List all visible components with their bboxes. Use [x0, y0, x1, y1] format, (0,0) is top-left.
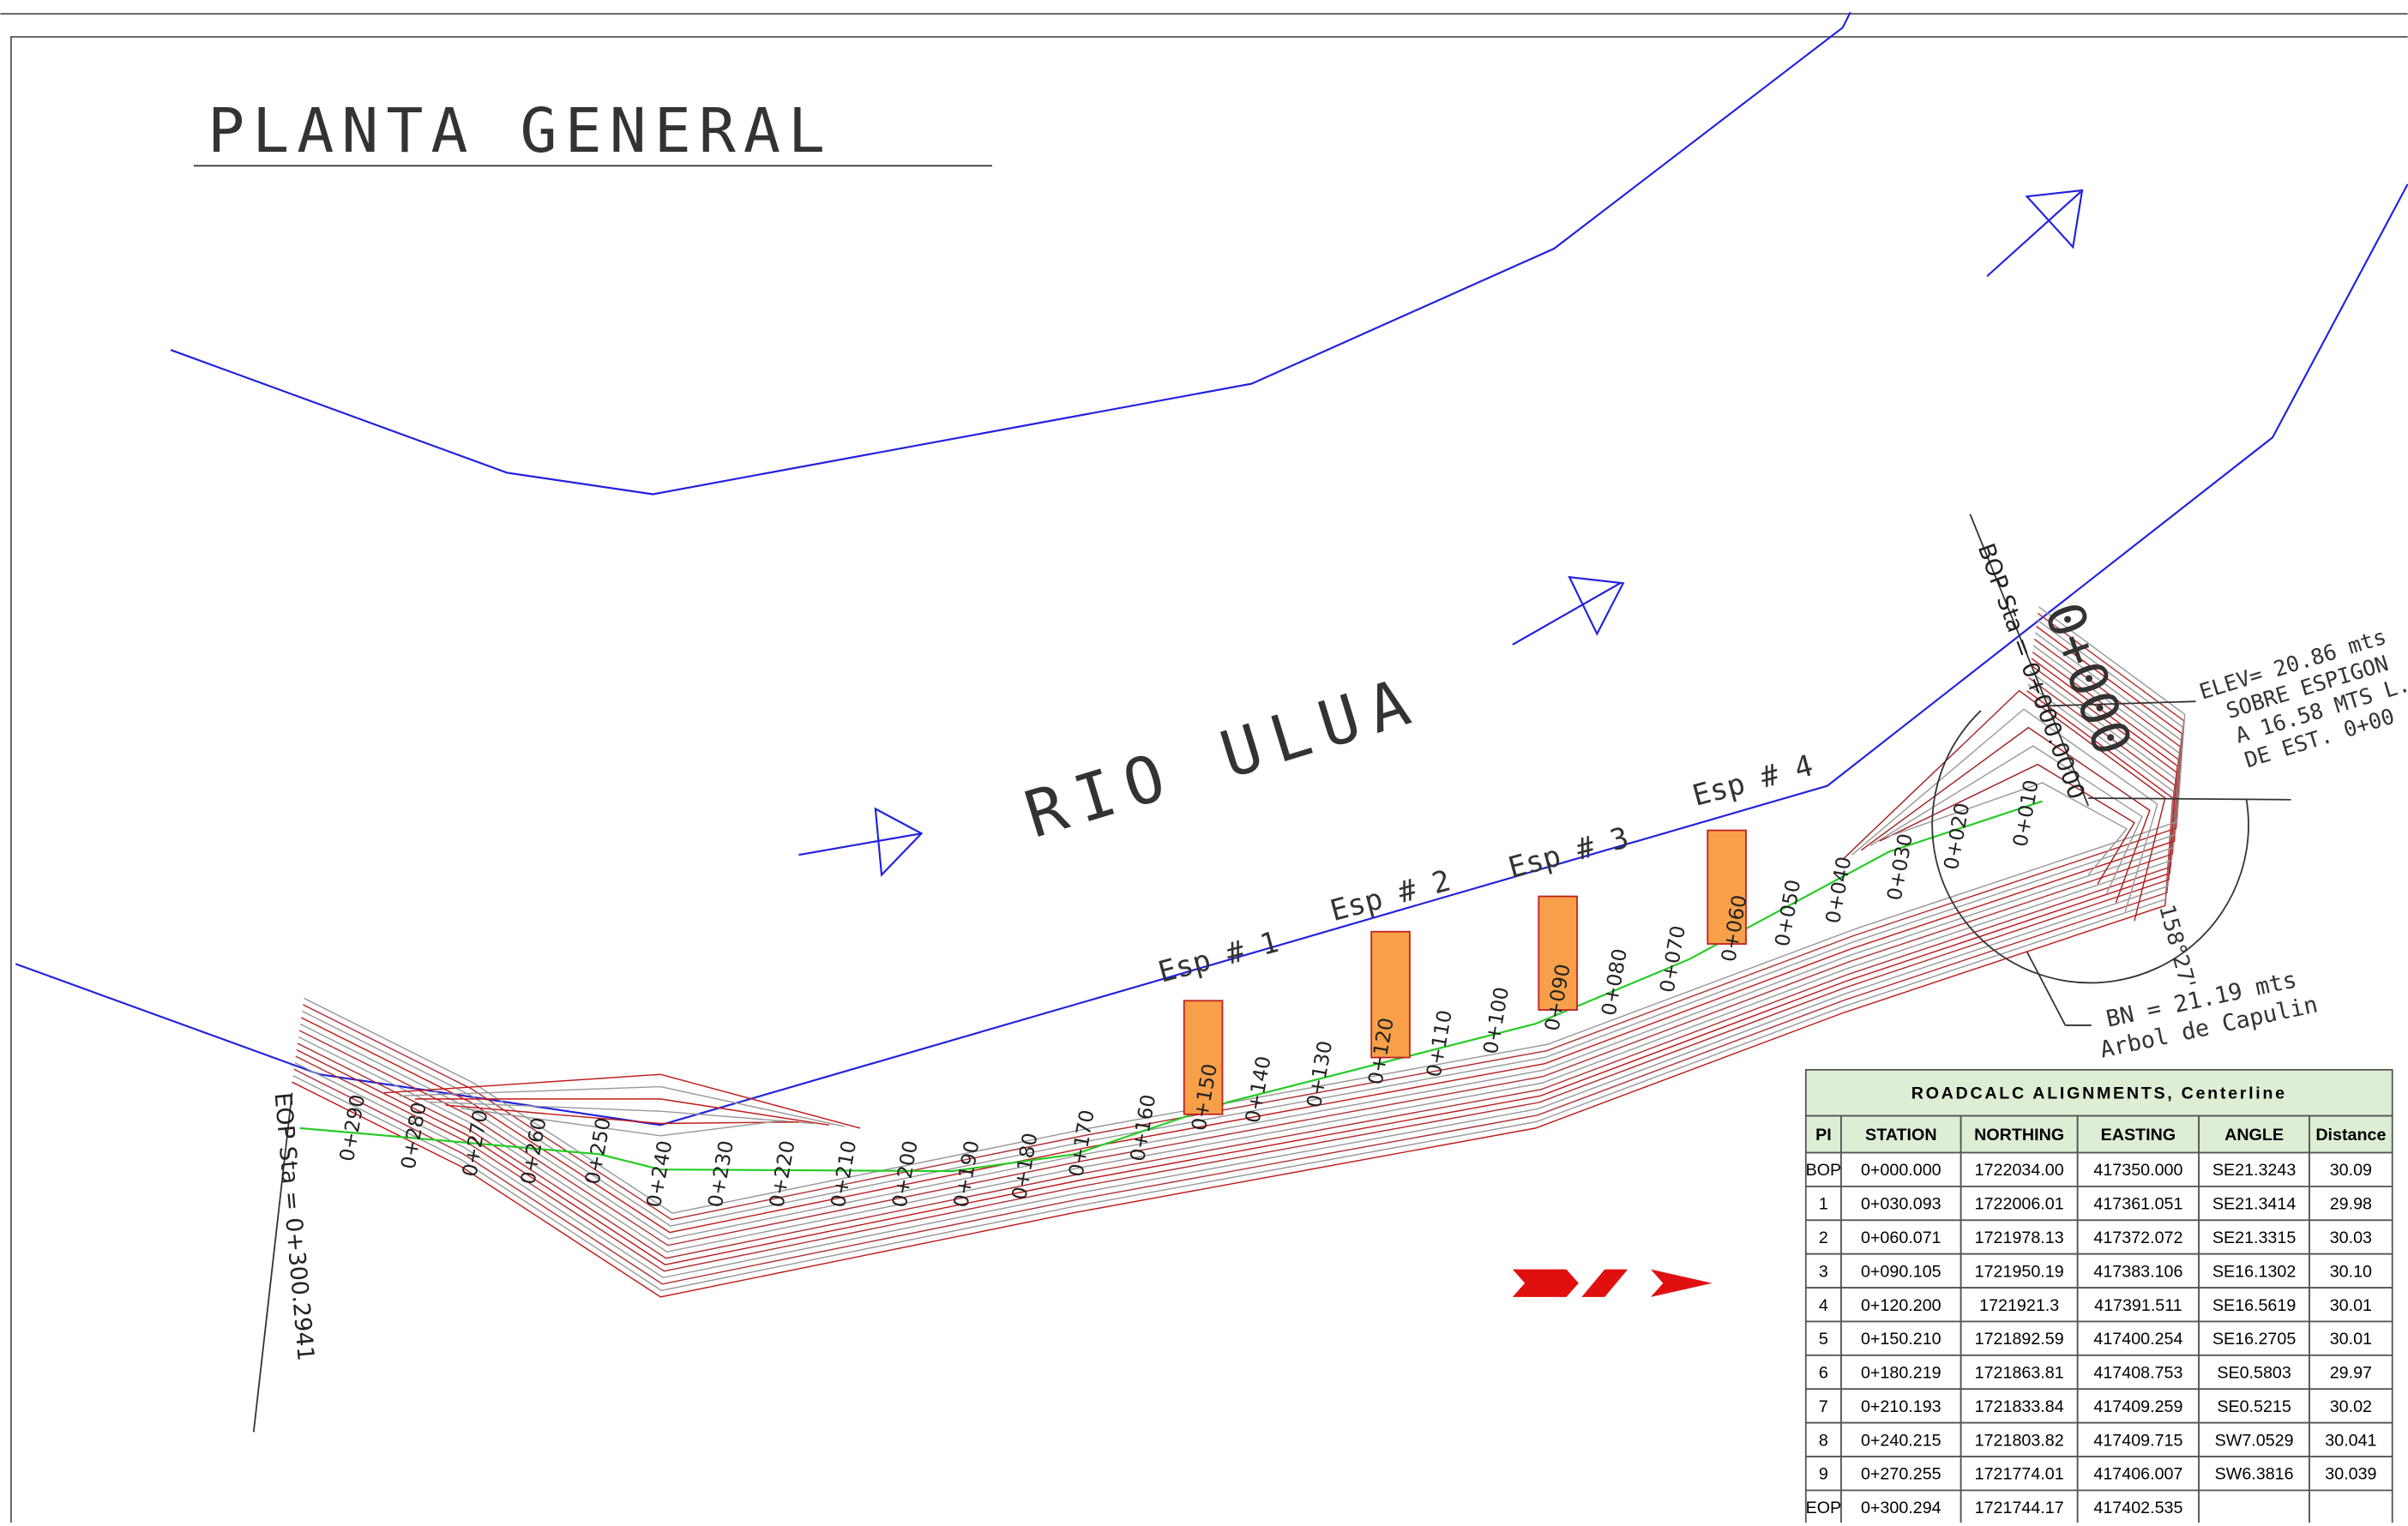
page: ROADCALC ALIGNMENTS, Centerline PI STATION… [0, 0, 2408, 1526]
table-value: 1 [1819, 1195, 1828, 1214]
table-value: SE16.5619 [2212, 1296, 2296, 1315]
table-value: 417409.715 [2093, 1431, 2182, 1450]
table-value: SE16.2705 [2212, 1330, 2296, 1349]
table-value: 6 [1819, 1364, 1828, 1383]
table-value: 1721774.01 [1975, 1465, 2064, 1484]
table-value: 30.03 [2330, 1229, 2372, 1247]
table-header: EASTING [2101, 1126, 2176, 1144]
table-value: SE21.3315 [2212, 1229, 2296, 1247]
table-value: 0+180.219 [1861, 1364, 1941, 1383]
table-value: 5 [1819, 1330, 1828, 1349]
table-value: 30.01 [2330, 1330, 2372, 1349]
table-value: 417409.259 [2093, 1397, 2182, 1416]
title: PLANTA GENERAL [208, 95, 833, 166]
table-value: 0+060.071 [1861, 1229, 1941, 1247]
table-value: 0+300.294 [1861, 1499, 1941, 1517]
table-value: 3 [1819, 1262, 1828, 1281]
table-value: 1721833.84 [1975, 1397, 2064, 1416]
table-header: STATION [1865, 1126, 1936, 1144]
table-value: 1721978.13 [1975, 1229, 2064, 1247]
table-value: 0+240.215 [1861, 1431, 1941, 1450]
table-header: PI [1815, 1126, 1832, 1144]
table-value: SE0.5215 [2217, 1397, 2291, 1416]
table-value: 417406.007 [2093, 1465, 2182, 1484]
table-value: 30.02 [2330, 1397, 2372, 1416]
table-value: 30.10 [2330, 1262, 2372, 1281]
table-value: SE16.1302 [2212, 1262, 2296, 1281]
drawing: ROADCALC ALIGNMENTS, Centerline PI STATION… [0, 0, 2408, 1523]
table-value: 417383.106 [2093, 1262, 2182, 1281]
table-value: 30.039 [2325, 1465, 2376, 1484]
table-value: 0+270.255 [1861, 1465, 1941, 1484]
table-value: 0+000.000 [1861, 1161, 1941, 1180]
alignment-table: ROADCALC ALIGNMENTS, Centerline PI STATION… [1806, 1070, 2393, 1523]
table-value: 29.97 [2330, 1364, 2372, 1383]
table-value: 2 [1819, 1229, 1828, 1247]
table-value: 0+090.105 [1861, 1262, 1941, 1281]
table-value: 417408.753 [2093, 1364, 2182, 1383]
table-value: 0+030.093 [1861, 1195, 1941, 1214]
table-value: SE0.5803 [2217, 1364, 2291, 1383]
table-value: 0+120.200 [1861, 1296, 1941, 1315]
table-value: 1721950.19 [1975, 1262, 2064, 1281]
table-value: SE21.3243 [2212, 1161, 2296, 1180]
table-value: 1722006.01 [1975, 1195, 2064, 1214]
table-value: 30.041 [2325, 1431, 2376, 1450]
table-value: 4 [1819, 1296, 1828, 1315]
table-value: 417402.535 [2093, 1499, 2182, 1517]
table-value: 29.98 [2330, 1195, 2372, 1214]
table-value: 1721921.3 [1979, 1296, 2059, 1315]
table-value: 417391.511 [2094, 1296, 2182, 1315]
table-header: Distance [2315, 1126, 2386, 1144]
table-cell [2309, 1490, 2393, 1523]
table-value: 30.01 [2330, 1296, 2372, 1315]
table-value: 417350.000 [2093, 1161, 2182, 1180]
table-value: 0+210.193 [1861, 1397, 1941, 1416]
table-value: SW7.0529 [2215, 1431, 2294, 1450]
table-header: NORTHING [1974, 1126, 2064, 1144]
table-value: SW6.3816 [2215, 1465, 2294, 1484]
table-value: 9 [1819, 1465, 1828, 1484]
table-value: 417372.072 [2093, 1229, 2182, 1247]
table-cell [2199, 1490, 2309, 1523]
table-value: 8 [1819, 1431, 1828, 1450]
table-value: BOP [1806, 1161, 1842, 1180]
table-value: 1721892.59 [1975, 1330, 2064, 1349]
table-value: 1722034.00 [1975, 1161, 2064, 1180]
table-value: 30.09 [2330, 1161, 2372, 1180]
table-value: 0+150.210 [1861, 1330, 1941, 1349]
table-value: 1721803.82 [1975, 1431, 2064, 1450]
table-value: 1721863.81 [1975, 1364, 2064, 1383]
table-value: 417361.051 [2093, 1195, 2182, 1214]
table-value: EOP [1806, 1499, 1842, 1517]
table-value: SE21.3414 [2212, 1195, 2296, 1214]
table-header: ANGLE [2224, 1126, 2284, 1144]
table-value: 417400.254 [2093, 1330, 2182, 1349]
table-value: 1721744.17 [1975, 1499, 2064, 1517]
table-title: ROADCALC ALIGNMENTS, Centerline [1911, 1084, 2287, 1103]
table-value: 7 [1819, 1397, 1828, 1416]
